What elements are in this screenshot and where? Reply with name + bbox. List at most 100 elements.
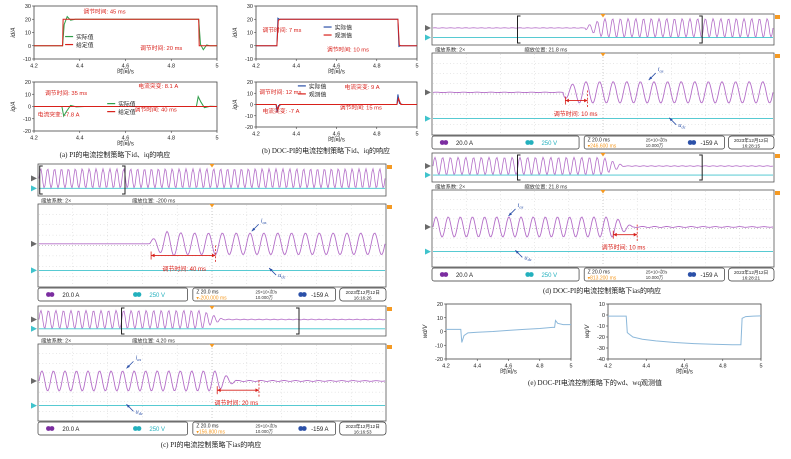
y-tick-label: -10 [245,57,253,63]
oscilloscope-docpi-ias-1: 缩放系数: 2× 缩放位置: 21.8 ms 调节时间: 10 ms ias udc 20… [422,13,782,151]
x-tick-label: 4.2 [442,364,450,370]
y-axis-label: wq/V [585,324,591,338]
trigger-position-icon [600,14,606,18]
oscilloscope-pi-ias-1: 缩放系数: 2× 缩放位置: -200 ms 调节时间: 40 ms ias udc 20… [28,163,394,303]
x-tick-label: 4.2 [30,136,38,142]
ias-waveform [39,230,386,257]
zoom-position-value: ▾156.800 ms [196,430,225,436]
x-tick-label: 5 [415,64,418,70]
channel-marker [425,223,431,230]
zoom-timebase: Z 20.0 ms [588,138,611,144]
channel-marker [425,115,431,122]
y-tick-label: 0 [440,330,443,336]
x-axis-label: 时间/s [676,368,693,376]
main-tab-icon [775,191,780,195]
ias-label: ias [648,66,664,81]
trigger-position-icon [600,153,606,157]
udc-label: udc [668,117,686,129]
status-bar: 20.0 A 250 V Z 20.0 ms▾813.200 ms 25×10⁴次/s… [431,267,775,282]
x-axis-label: 时间/s [117,68,134,76]
zoom-bracket-left [517,15,521,44]
series-观测值 [256,18,417,47]
channel-marker [425,34,431,41]
settle-time-annotation: 调节时间: 40 ms [150,245,216,273]
main-tab-icon [387,345,392,349]
x-tick-label: 5 [215,64,218,70]
x-tick-label: 4.8 [719,364,727,370]
zoom-bracket-right [699,154,703,181]
y-tick-label: -10 [597,324,605,330]
sample-rate: 25×10⁴次/s [646,269,668,276]
x-tick-label: 4.4 [292,64,300,70]
main-tab-icon [387,205,392,209]
zoom-bracket-left [121,307,125,335]
y-tick-label: 0 [28,44,31,50]
channel-marker [425,24,431,31]
overview-tab-icon [775,15,780,19]
x-tick-label: 4.6 [333,64,341,70]
date-label: 2023年12月12日 [346,423,380,430]
y-tick-label: 0 [602,313,605,319]
x-tick-label: 4.4 [292,132,300,138]
zoom-factor-label: 缩放系数: 2× [435,46,465,54]
ias-label: ias [126,354,142,369]
trigger-level: -159 A [700,273,717,279]
trigger-position-icon [600,190,606,194]
status-bar: 20.0 A 250 V Z 20.0 ms▾-200.000 ms 25×10⁴次/… [37,287,387,302]
x-tick-label: 4.8 [167,136,175,142]
y-tick-label: 30 [25,4,31,10]
ch2-scale: 250 V [541,273,557,279]
series-wq [608,315,762,346]
x-axis-label: 时间/s [500,368,517,376]
svg-text:ias: ias [135,354,141,362]
svg-text:ias: ias [518,202,524,210]
record-length: 10.000万 [256,295,274,301]
ias-waveform [38,370,386,392]
zoom-position-label: 缩放位置: 21.8 ms [524,183,567,191]
x-tick-label: 4.6 [333,132,341,138]
status-bar: 20.0 A 250 V Z 20.0 ms▾246.600 ms 25×10⁴次/s… [431,135,775,150]
channel-marker [31,240,37,247]
annotation-text: 电流突变: 8.1 A [138,82,178,90]
x-tick-label: 4.8 [373,132,381,138]
legend-entry: 给定值 [76,41,94,49]
settle-time-text: 调节时间: 10 ms [602,243,646,251]
y-tick-label: 20 [437,302,443,308]
y-axis-label: iq/A [11,101,17,111]
caption-a: (a) PI的电流控制策略下id、iq的响应 [59,151,171,159]
trigger-position-icon [600,53,606,57]
zoom-bracket-left [39,165,43,195]
zoom-bracket-right [296,307,300,335]
overview-tab-icon [387,165,392,169]
caption-c: (c) PI的电流控制策略下ias的响应 [160,441,262,449]
x-tick-label: 4.8 [167,64,175,70]
series-观测值 [256,96,417,112]
caption-e: (e) DOC-PI电流控制策略下的wd、wq观测值 [528,379,662,387]
annotation-text: 电流突变: 9 A [345,83,380,91]
y-tick-label: 10 [247,91,253,97]
trigger-level: -159 A [311,293,328,299]
channel-marker [425,172,431,179]
zoom-position-value: ▾246.600 ms [588,144,617,150]
x-axis-label: 时间/s [328,68,345,76]
status-bar: 20.0 A 250 V Z 20.0 ms▾156.800 ms 25×10⁴次/s… [37,421,387,436]
y-tick-label: 10 [25,31,31,37]
record-length: 10.000万 [256,429,274,435]
svg-text:ias: ias [658,66,664,74]
x-tick-label: 5 [569,364,572,370]
ias-label: ias [508,202,524,217]
date-label: 2023年12月12日 [346,289,380,296]
x-tick-label: 4.6 [122,64,130,70]
trigger-position-icon [209,306,215,310]
settle-time-annotation: 调节时间: 20 ms [215,380,260,407]
overview-waveform [38,167,386,190]
zoom-position-label: 缩放位置: 21.8 ms [524,46,567,54]
y-tick-label: 0 [250,44,253,50]
y-tick-label: -20 [23,129,31,135]
caption-b: (b) DOC-PI的电流控制策略下id、iq的响应 [261,147,391,155]
series-实际值 [34,15,217,51]
plot-frame [445,303,572,360]
zoom-factor-label: 缩放系数: 2× [41,337,71,345]
